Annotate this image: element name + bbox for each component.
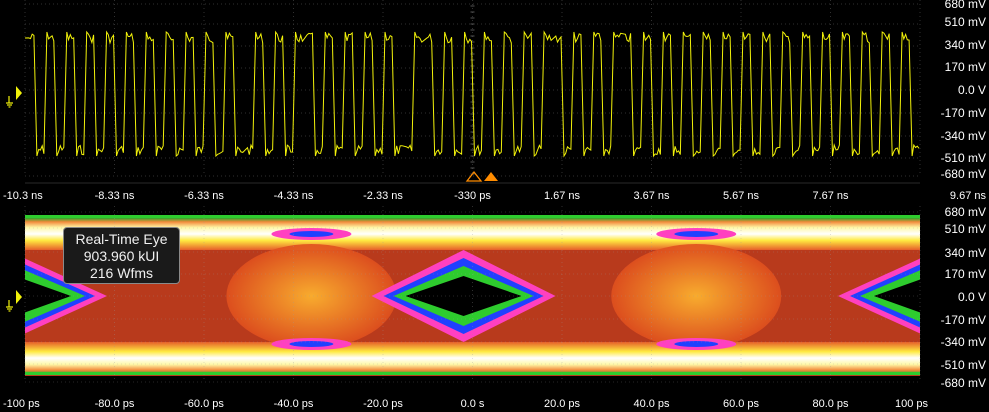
voltage-tick-label: 0.0 V [958, 83, 986, 97]
eye-crossover [611, 244, 782, 348]
voltage-tick-label: -340 mV [941, 129, 986, 143]
ground-marker-top[interactable] [6, 86, 22, 108]
time-tick-label: 5.67 ns [723, 190, 760, 202]
eye-time-tick-label: 40.0 ps [633, 398, 670, 410]
eye-voltage-tick-label: 680 mV [945, 206, 986, 219]
eye-time-tick-label: 60.0 ps [723, 398, 760, 410]
voltage-tick-label: 510 mV [945, 15, 986, 29]
eye-time-tick-label: -100 ps [3, 398, 40, 410]
eye-time-axis-labels: -100 ps -80.0 ps -60.0 ps -40.0 ps -20.0 ps 0… [3, 398, 928, 410]
time-axis-labels: -10.3 ns -8.33 ns -6.33 ns -4.33 ns -2.33 ns… [3, 190, 986, 202]
voltage-tick-label: 170 mV [945, 60, 986, 74]
voltage-tick-label: -170 mV [941, 106, 986, 120]
time-tick-label: 7.67 ns [812, 190, 849, 202]
voltage-tick-label: -510 mV [941, 151, 986, 165]
time-tick-label: -4.33 ns [274, 190, 314, 202]
eye-voltage-tick-label: -170 mV [941, 313, 986, 327]
eye-voltage-tick-label: 170 mV [945, 267, 986, 281]
eye-opening-center-opening [405, 276, 522, 316]
eye-voltage-tick-label: 0.0 V [958, 290, 986, 304]
trigger-marker[interactable] [465, 170, 498, 182]
voltage-axis-labels: 680 mV 510 mV 340 mV 170 mV 0.0 V -170 mV -340… [941, 0, 986, 181]
eye-waveform-count: 216 Wfms [89, 265, 153, 281]
eye-time-tick-label: -40.0 ps [274, 398, 314, 410]
eye-time-tick-label: -60.0 ps [184, 398, 224, 410]
eye-time-tick-label: -20.0 ps [363, 398, 403, 410]
eye-time-tick-label: 0.0 s [461, 398, 485, 410]
eye-top-edge [25, 215, 920, 218]
waveform-pane[interactable]: -10.3 ns -8.33 ns -6.33 ns -4.33 ns -2.33 ns… [0, 0, 989, 206]
eye-voltage-tick-label: 340 mV [945, 246, 986, 260]
eye-grid [24, 206, 921, 383]
eye-ui-count: 903.960 kUI [83, 248, 160, 264]
time-tick-label: 1.67 ns [544, 190, 581, 202]
eye-time-tick-label: 80.0 ps [812, 398, 849, 410]
waveform-trace [24, 30, 920, 158]
voltage-tick-label: 340 mV [945, 38, 986, 52]
eye-time-tick-label: 20.0 ps [544, 398, 581, 410]
eye-crossover-bot-blue [289, 341, 334, 347]
eye-crossover-top-blue [289, 231, 334, 237]
eye-mask-right [920, 206, 989, 412]
eye-crossover [226, 244, 397, 348]
eye-voltage-axis-labels: 680 mV 510 mV 340 mV 170 mV 0.0 V -170 mV -340… [941, 206, 986, 390]
eye-mask-left [0, 206, 25, 412]
time-tick-label: -8.33 ns [95, 190, 135, 202]
eye-time-tick-label: -80.0 ps [95, 398, 135, 410]
voltage-tick-label: 680 mV [945, 0, 986, 11]
eye-crossover-bot-blue [674, 341, 719, 347]
eye-voltage-tick-label: 510 mV [945, 222, 986, 236]
time-tick-label: 9.67 ns [950, 190, 987, 202]
time-tick-label: -6.33 ns [184, 190, 224, 202]
eye-info-box[interactable]: Real-Time Eye 903.960 kUI 216 Wfms [63, 227, 180, 284]
time-tick-label: 3.67 ns [633, 190, 670, 202]
ground-marker-bottom[interactable] [6, 290, 22, 312]
eye-time-tick-label: 100 ps [895, 398, 929, 410]
eye-voltage-tick-label: -340 mV [941, 335, 986, 349]
eye-title: Real-Time Eye [75, 231, 168, 247]
eye-voltage-tick-label: -680 mV [941, 376, 986, 390]
eye-voltage-tick-label: -510 mV [941, 358, 986, 372]
eye-crossover-top-blue [674, 231, 719, 237]
voltage-tick-label: -680 mV [941, 167, 986, 181]
time-tick-label: -2.33 ns [363, 190, 403, 202]
time-tick-label: -10.3 ns [3, 190, 43, 202]
time-tick-label: -330 ps [454, 190, 491, 202]
eye-bottom-edge [25, 372, 920, 375]
